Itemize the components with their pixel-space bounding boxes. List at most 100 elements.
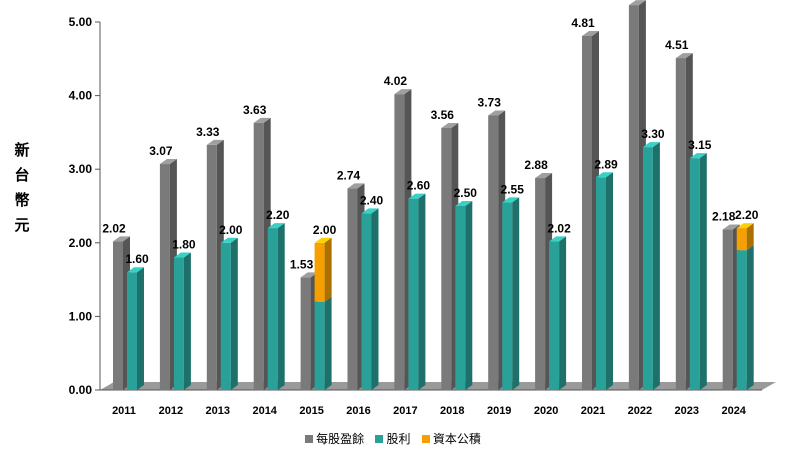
dividend-bar-side <box>699 153 707 390</box>
eps-bar-top <box>300 272 318 278</box>
chart-floor <box>100 382 776 390</box>
eps-bar <box>113 241 123 390</box>
capital-surplus-bar-side <box>746 223 754 251</box>
dividend-bar <box>267 228 278 390</box>
dividend-bar-side <box>512 197 520 390</box>
dividend-bar <box>361 213 372 390</box>
dividend-bar-side <box>277 223 285 390</box>
dividend-data-label: 3.30 <box>641 127 665 141</box>
legend-item-dividend: 股利 <box>375 430 411 447</box>
dividend-bar-top <box>549 236 567 242</box>
dividend-bar-top <box>127 267 144 273</box>
legend: 每股盈餘 股利 資本公積 <box>0 430 786 447</box>
capital-surplus-bar-top <box>736 223 754 229</box>
dividend-data-label: 2.60 <box>407 179 431 193</box>
capital-surplus-bar <box>736 228 747 251</box>
eps-bar <box>722 229 733 390</box>
x-tick-label: 2012 <box>159 405 183 417</box>
y-axis-label: 新台幣元 <box>14 142 30 234</box>
eps-bar <box>253 122 264 390</box>
dividend-bar-side <box>324 296 332 390</box>
dividend-bar <box>314 301 325 390</box>
eps-bar-top <box>253 117 271 123</box>
eps-bar-top <box>347 183 365 189</box>
dividend-bar-top <box>408 193 426 199</box>
y-tick-label: 0.00 <box>69 383 93 397</box>
dividend-bar-top <box>361 208 379 214</box>
dividend-data-label: 2.00 <box>219 223 243 237</box>
eps-data-label: 3.07 <box>149 144 173 158</box>
dividend-data-label: 2.02 <box>547 221 571 235</box>
eps-bar <box>394 94 405 391</box>
legend-swatch-eps <box>305 435 314 443</box>
dividend-bar <box>220 242 231 390</box>
eps-bar-top <box>535 173 553 179</box>
eps-bar <box>206 144 217 390</box>
dividend-bar <box>596 177 606 390</box>
dividend-data-label: 2.55 <box>501 182 525 196</box>
x-tick-label: 2014 <box>252 405 277 417</box>
dividend-bar-top <box>502 197 520 203</box>
legend-swatch-dividend <box>375 435 384 443</box>
dividend-bar-side <box>559 236 567 390</box>
x-tick-label: 2017 <box>393 405 417 417</box>
dividend-bar-top <box>455 201 473 206</box>
eps-data-label: 3.73 <box>478 95 502 109</box>
eps-data-label: 3.33 <box>196 125 220 139</box>
dividend-bar <box>689 158 700 390</box>
capital-surplus-bar <box>314 242 325 302</box>
eps-data-label: 1.53 <box>290 257 314 271</box>
dividend-bar <box>127 272 137 390</box>
dividend-bar-side <box>183 252 191 390</box>
dividend-bar-top <box>220 237 238 243</box>
eps-bar <box>347 188 358 390</box>
dividend-bar-top <box>596 172 613 178</box>
x-tick-label: 2015 <box>299 405 323 417</box>
eps-data-label: 4.02 <box>384 74 408 88</box>
dividend-bar <box>642 147 653 390</box>
dividend-data-label: 2.89 <box>594 157 618 171</box>
eps-bar-top <box>441 122 459 128</box>
legend-label-capital-surplus: 資本公積 <box>432 432 481 446</box>
x-tick-label: 2016 <box>346 405 370 417</box>
dividend-data-label: 3.15 <box>688 138 712 152</box>
eps-bar-top <box>628 0 646 6</box>
dividend-data-label: 2.50 <box>454 186 478 200</box>
dividend-bar <box>549 241 560 390</box>
dividend-data-label: 2.00 <box>313 223 337 237</box>
dividend-bar-side <box>606 172 613 390</box>
eps-bar <box>159 164 170 390</box>
x-tick-label: 2011 <box>112 405 136 417</box>
y-tick-label: 1.00 <box>69 309 93 323</box>
x-tick-label: 2024 <box>721 405 746 417</box>
x-tick-label: 2021 <box>581 405 605 417</box>
eps-data-label: 2.02 <box>102 221 126 235</box>
x-tick-label: 2022 <box>628 405 652 417</box>
eps-bar-top <box>206 139 224 145</box>
eps-bar-top <box>394 89 412 95</box>
eps-bar <box>300 277 311 390</box>
legend-swatch-capital-surplus <box>421 435 430 443</box>
legend-item-capital-surplus: 資本公積 <box>421 430 481 447</box>
eps-bar <box>535 178 546 390</box>
dividend-bar-top <box>689 153 707 159</box>
eps-bar-top <box>722 224 740 230</box>
x-tick-label: 2013 <box>206 405 230 417</box>
eps-data-label: 4.51 <box>665 38 689 52</box>
x-tick-label: 2018 <box>440 405 464 417</box>
dividend-bar <box>502 202 513 390</box>
dividend-data-label: 2.20 <box>735 208 759 222</box>
eps-data-label: 2.74 <box>337 168 361 182</box>
x-tick-label: 2023 <box>675 405 699 417</box>
eps-data-label: 2.18 <box>712 210 736 224</box>
dividend-bar <box>455 206 466 390</box>
legend-label-eps: 每股盈餘 <box>316 432 365 446</box>
dividend-bar-side <box>418 193 426 390</box>
eps-data-label: 2.88 <box>524 158 548 172</box>
legend-label-dividend: 股利 <box>386 432 411 446</box>
x-tick-label: 2019 <box>487 405 511 417</box>
legend-item-eps: 每股盈餘 <box>305 430 364 447</box>
eps-data-label: 3.63 <box>243 103 267 117</box>
eps-bar <box>582 35 592 390</box>
